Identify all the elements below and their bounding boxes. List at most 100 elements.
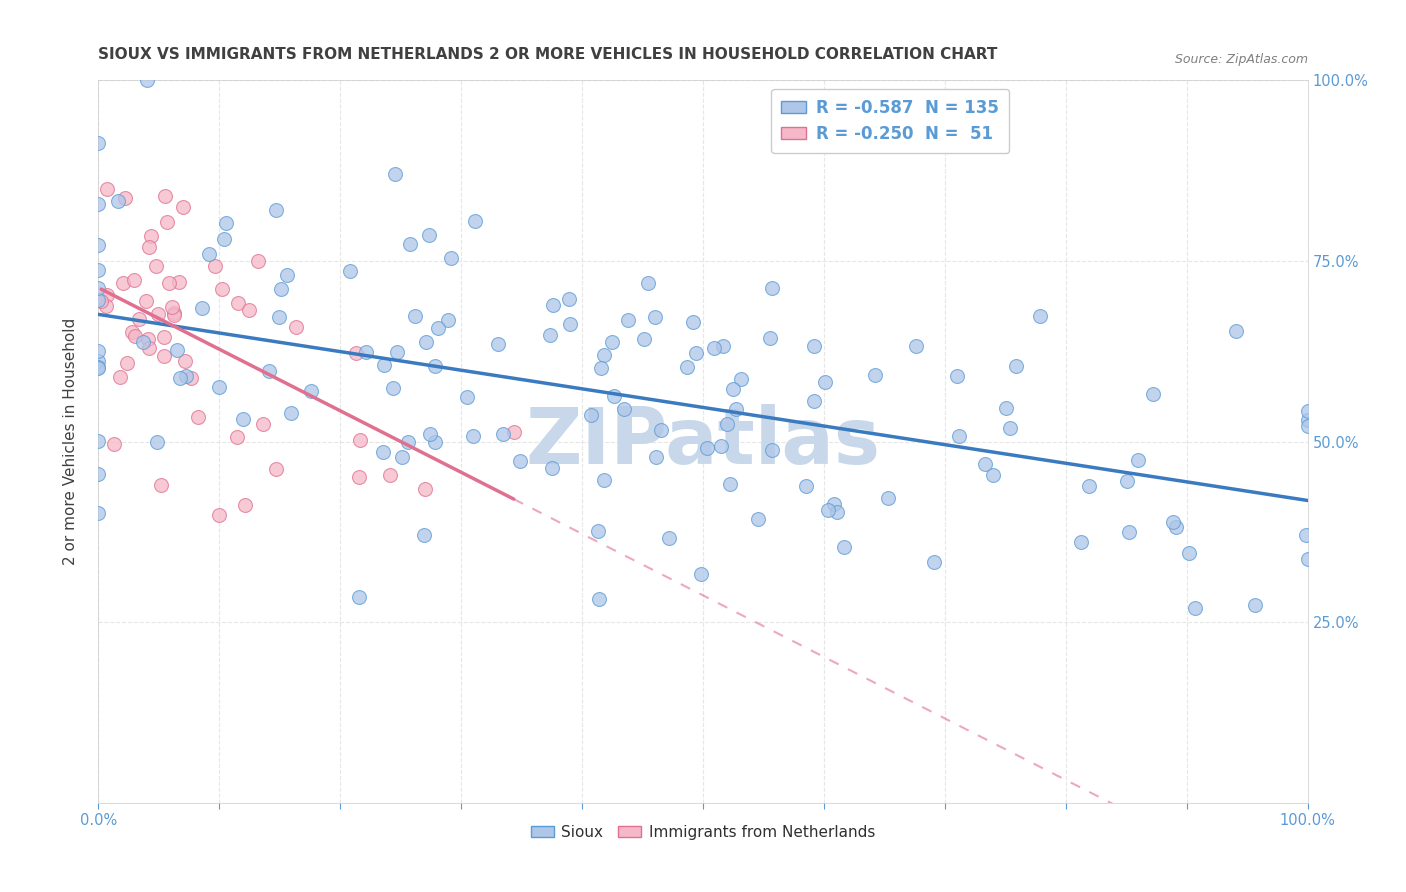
Point: [981, 467, 1004, 482]
Point: [412, 528, 434, 542]
Point: [87, 467, 110, 481]
Point: [96, 182, 118, 196]
Point: [180, 371, 202, 385]
Point: [464, 214, 486, 228]
Point: [440, 251, 463, 265]
Point: [172, 200, 194, 214]
Point: [157, 276, 180, 290]
Point: [486, 336, 509, 351]
Point: [415, 334, 437, 349]
Point: [167, 275, 190, 289]
Point: [540, 461, 562, 475]
Point: [156, 215, 179, 229]
Point: [761, 443, 783, 458]
Point: [423, 434, 446, 449]
Point: [994, 401, 1017, 415]
Point: [558, 292, 581, 306]
Point: [711, 339, 734, 353]
Point: [463, 429, 485, 443]
Point: [1295, 528, 1317, 542]
Point: [87, 196, 110, 211]
Point: [187, 410, 209, 425]
Point: [716, 417, 738, 431]
Point: [163, 308, 186, 322]
Point: [396, 434, 419, 449]
Point: [946, 369, 969, 384]
Text: ZIPatlas: ZIPatlas: [526, 403, 880, 480]
Point: [658, 531, 681, 545]
Point: [1178, 546, 1201, 560]
Point: [108, 369, 131, 384]
Point: [145, 434, 167, 449]
Point: [266, 203, 288, 218]
Point: [637, 276, 659, 290]
Point: [1118, 525, 1140, 540]
Point: [747, 512, 769, 526]
Point: [373, 358, 395, 372]
Point: [344, 345, 367, 359]
Point: [794, 479, 817, 493]
Point: [280, 406, 302, 420]
Point: [721, 382, 744, 396]
Point: [1244, 598, 1267, 612]
Point: [238, 303, 260, 318]
Point: [112, 276, 135, 290]
Point: [124, 329, 146, 343]
Point: [215, 216, 238, 230]
Legend: Sioux, Immigrants from Netherlands: Sioux, Immigrants from Netherlands: [524, 819, 882, 846]
Point: [823, 497, 845, 511]
Point: [87, 293, 110, 307]
Point: [354, 345, 377, 359]
Point: [1166, 520, 1188, 534]
Point: [426, 321, 449, 335]
Point: [163, 306, 186, 320]
Point: [107, 194, 129, 208]
Point: [150, 478, 173, 492]
Point: [1184, 600, 1206, 615]
Point: [761, 280, 783, 294]
Point: [720, 476, 742, 491]
Point: [121, 325, 143, 339]
Point: [160, 300, 183, 314]
Point: [689, 566, 711, 581]
Point: [264, 462, 287, 476]
Point: [1078, 479, 1101, 493]
Point: [226, 295, 249, 310]
Point: [589, 360, 612, 375]
Point: [190, 301, 212, 315]
Point: [948, 428, 970, 442]
Point: [1296, 404, 1319, 418]
Point: [145, 259, 167, 273]
Point: [384, 167, 406, 181]
Point: [299, 384, 322, 398]
Point: [759, 331, 782, 345]
Point: [285, 320, 308, 334]
Text: SIOUX VS IMMIGRANTS FROM NETHERLANDS 2 OR MORE VEHICLES IN HOUSEHOLD CORRELATION: SIOUX VS IMMIGRANTS FROM NETHERLANDS 2 O…: [98, 47, 998, 62]
Point: [208, 508, 231, 523]
Point: [423, 359, 446, 374]
Point: [973, 457, 995, 471]
Point: [813, 375, 835, 389]
Point: [696, 441, 718, 455]
Point: [650, 423, 672, 437]
Point: [270, 282, 292, 296]
Point: [803, 339, 825, 353]
Point: [96, 288, 118, 302]
Point: [349, 469, 371, 483]
Point: [139, 229, 162, 244]
Point: [676, 359, 699, 374]
Point: [1296, 419, 1319, 434]
Point: [1225, 324, 1247, 338]
Point: [803, 394, 825, 409]
Point: [593, 473, 616, 487]
Point: [146, 307, 169, 321]
Point: [269, 310, 291, 324]
Point: [347, 591, 370, 605]
Point: [153, 330, 176, 344]
Point: [1005, 359, 1028, 373]
Point: [541, 298, 564, 312]
Point: [136, 73, 159, 87]
Point: [87, 136, 110, 150]
Point: [825, 505, 848, 519]
Point: [208, 380, 231, 394]
